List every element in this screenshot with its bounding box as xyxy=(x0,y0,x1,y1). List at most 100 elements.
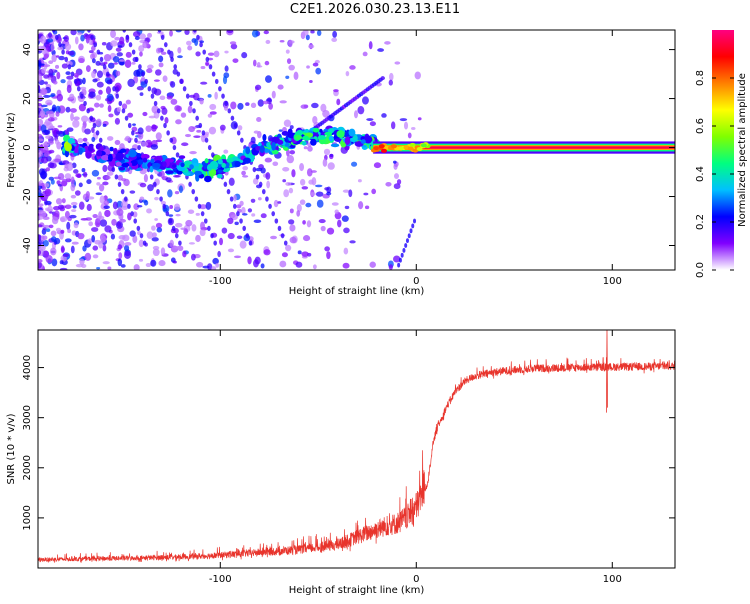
streak-blob xyxy=(131,130,135,136)
noise-blob xyxy=(234,255,241,259)
noise-blob xyxy=(227,232,235,240)
noise-blob xyxy=(55,227,62,233)
streak-blob xyxy=(268,203,272,209)
noise-blob xyxy=(60,255,67,262)
noise-blob xyxy=(308,179,314,185)
streak-blob xyxy=(95,130,100,136)
noise-blob xyxy=(154,218,158,221)
noise-blob xyxy=(227,248,235,253)
noise-blob xyxy=(315,67,322,75)
noise-blob xyxy=(164,117,169,124)
noise-blob xyxy=(105,98,110,102)
noise-blob xyxy=(385,182,392,187)
noise-blob xyxy=(53,80,58,85)
noise-blob xyxy=(207,52,215,56)
ridge-blob xyxy=(115,152,124,161)
noise-blob xyxy=(277,201,282,204)
noise-blob xyxy=(343,247,349,255)
noise-blob xyxy=(88,91,96,98)
noise-blob xyxy=(262,100,269,105)
streak-blob xyxy=(109,78,113,85)
noise-blob xyxy=(91,127,95,134)
noise-blob xyxy=(268,102,273,110)
noise-blob xyxy=(127,112,134,118)
noise-blob xyxy=(53,176,62,180)
noise-blob xyxy=(389,72,394,81)
noise-blob xyxy=(291,169,296,178)
streak-blob xyxy=(147,86,152,92)
noise-blob xyxy=(70,194,77,199)
noise-blob xyxy=(285,182,292,187)
noise-blob xyxy=(51,54,57,63)
noise-blob xyxy=(100,235,106,243)
streak-blob xyxy=(149,174,154,180)
ridge-blob xyxy=(209,160,219,170)
noise-blob xyxy=(312,62,319,67)
noise-blob xyxy=(53,205,61,211)
noise-blob xyxy=(78,182,83,188)
streak-blob xyxy=(171,225,176,231)
diag-blob xyxy=(409,228,413,234)
noise-blob xyxy=(38,118,44,127)
noise-blob xyxy=(92,254,99,259)
streak-blob xyxy=(124,115,129,121)
noise-blob xyxy=(81,115,89,123)
ridge-blob xyxy=(162,161,167,167)
ridge-blob xyxy=(64,143,72,152)
noise-blob xyxy=(64,238,72,243)
noise-blob xyxy=(138,258,144,262)
noise-blob xyxy=(209,111,217,115)
noise-blob xyxy=(241,170,246,176)
diag-blob xyxy=(411,223,415,229)
noise-blob xyxy=(43,74,50,79)
noise-blob xyxy=(60,79,66,84)
noise-blob xyxy=(116,221,122,227)
noise-blob xyxy=(155,132,162,141)
chart-title: C2E1.2026.030.23.13.E11 xyxy=(289,2,461,17)
noise-blob xyxy=(312,264,317,270)
noise-blob xyxy=(112,201,118,210)
noise-blob xyxy=(311,102,319,109)
noise-blob xyxy=(281,252,288,258)
streak-blob xyxy=(202,49,207,55)
noise-blob xyxy=(314,184,323,188)
noise-blob xyxy=(154,69,162,76)
noise-blob xyxy=(64,204,72,210)
streak-blob xyxy=(61,49,65,55)
noise-blob xyxy=(175,119,182,125)
noise-blob xyxy=(38,203,44,207)
noise-blob xyxy=(187,105,193,114)
noise-blob xyxy=(263,249,271,256)
noise-blob xyxy=(110,233,116,240)
noise-blob xyxy=(117,244,123,250)
noise-blob xyxy=(237,125,243,131)
ridge-blob xyxy=(87,145,94,152)
snr-series-line xyxy=(38,357,675,563)
noise-blob xyxy=(121,103,128,110)
noise-blob xyxy=(62,253,70,257)
noise-blob xyxy=(131,61,136,65)
noise-blob xyxy=(44,53,49,59)
noise-blob xyxy=(116,52,123,57)
streak-blob xyxy=(114,174,119,180)
ridge-blob xyxy=(118,166,126,171)
noise-blob xyxy=(369,121,376,127)
noise-blob xyxy=(170,81,176,88)
noise-blob xyxy=(187,45,193,51)
noise-blob xyxy=(256,62,261,68)
streak-blob xyxy=(150,93,155,99)
noise-blob xyxy=(65,60,73,67)
carrier-blob xyxy=(373,146,380,151)
streak-blob xyxy=(98,137,103,143)
bottom-y-tick-label: 2000 xyxy=(22,455,33,480)
streak-blob xyxy=(136,225,141,231)
noise-blob xyxy=(95,118,102,127)
noise-blob xyxy=(199,98,204,105)
top-y-tick-label: 0 xyxy=(22,144,33,150)
noise-blob xyxy=(54,210,60,218)
streak-blob xyxy=(139,233,144,239)
noise-blob xyxy=(195,234,201,243)
ridge-blob xyxy=(172,164,177,168)
noise-blob xyxy=(151,225,156,231)
